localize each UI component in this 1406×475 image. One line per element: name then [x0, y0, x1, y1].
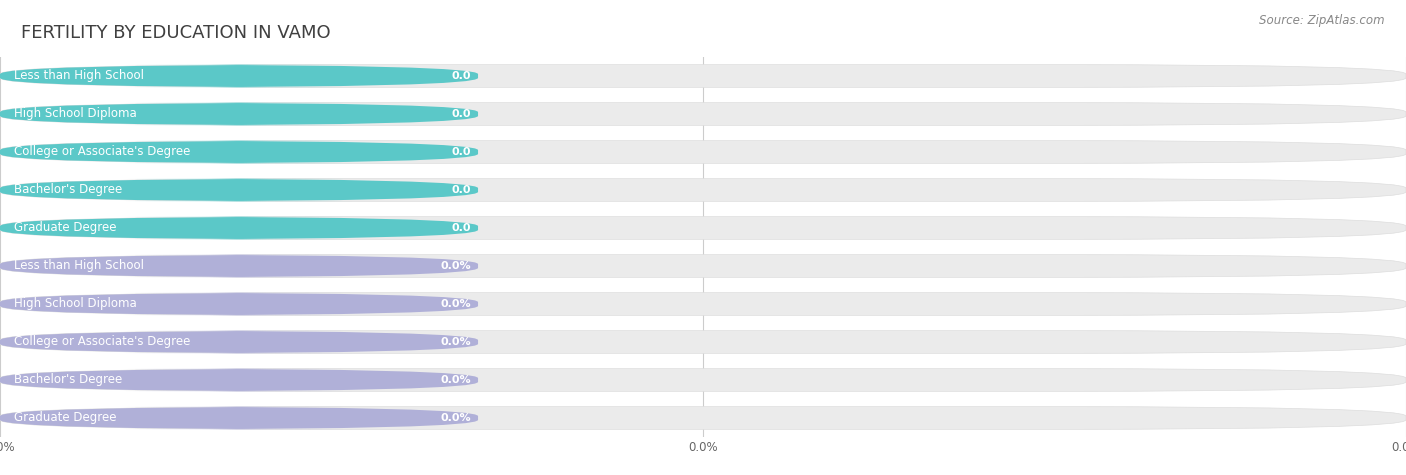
FancyBboxPatch shape: [0, 369, 1406, 391]
FancyBboxPatch shape: [0, 407, 478, 429]
Text: Graduate Degree: Graduate Degree: [14, 221, 117, 235]
Text: College or Associate's Degree: College or Associate's Degree: [14, 145, 190, 159]
FancyBboxPatch shape: [0, 369, 478, 391]
FancyBboxPatch shape: [0, 255, 1406, 277]
Text: 0.0: 0.0: [451, 109, 471, 119]
Text: Bachelor's Degree: Bachelor's Degree: [14, 373, 122, 387]
Text: Bachelor's Degree: Bachelor's Degree: [14, 183, 122, 197]
Text: 0.0%: 0.0%: [440, 299, 471, 309]
Text: 0.0: 0.0: [451, 185, 471, 195]
FancyBboxPatch shape: [0, 103, 1406, 125]
Text: 0.0%: 0.0%: [440, 337, 471, 347]
Text: 0.0: 0.0: [451, 223, 471, 233]
Text: 0.0: 0.0: [451, 147, 471, 157]
FancyBboxPatch shape: [0, 331, 1406, 353]
FancyBboxPatch shape: [0, 103, 478, 125]
FancyBboxPatch shape: [0, 141, 1406, 163]
FancyBboxPatch shape: [0, 179, 1406, 201]
FancyBboxPatch shape: [0, 217, 478, 239]
Text: Source: ZipAtlas.com: Source: ZipAtlas.com: [1260, 14, 1385, 27]
Text: High School Diploma: High School Diploma: [14, 297, 136, 311]
FancyBboxPatch shape: [0, 293, 478, 315]
FancyBboxPatch shape: [0, 65, 1406, 87]
Text: FERTILITY BY EDUCATION IN VAMO: FERTILITY BY EDUCATION IN VAMO: [21, 24, 330, 42]
Text: 0.0%: 0.0%: [440, 375, 471, 385]
FancyBboxPatch shape: [0, 141, 478, 163]
FancyBboxPatch shape: [0, 407, 1406, 429]
FancyBboxPatch shape: [0, 293, 1406, 315]
Text: Less than High School: Less than High School: [14, 69, 143, 83]
Text: 0.0: 0.0: [451, 71, 471, 81]
Text: Less than High School: Less than High School: [14, 259, 143, 273]
Text: 0.0%: 0.0%: [440, 413, 471, 423]
FancyBboxPatch shape: [0, 217, 1406, 239]
Text: Graduate Degree: Graduate Degree: [14, 411, 117, 425]
FancyBboxPatch shape: [0, 65, 478, 87]
FancyBboxPatch shape: [0, 179, 478, 201]
FancyBboxPatch shape: [0, 331, 478, 353]
Text: High School Diploma: High School Diploma: [14, 107, 136, 121]
Text: 0.0%: 0.0%: [440, 261, 471, 271]
Text: College or Associate's Degree: College or Associate's Degree: [14, 335, 190, 349]
FancyBboxPatch shape: [0, 255, 478, 277]
